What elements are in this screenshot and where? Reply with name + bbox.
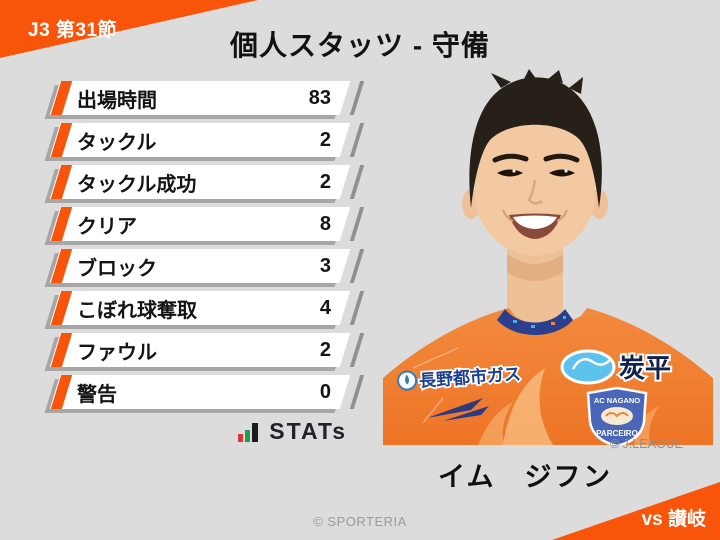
site-credit: © SPORTERIA xyxy=(313,514,407,529)
stat-row: こぼれ球奪取 4 xyxy=(49,291,365,325)
round-label: J3 第31節 xyxy=(28,20,118,41)
svg-text:PARCEIRO: PARCEIRO xyxy=(596,429,638,438)
svg-text:AC NAGANO: AC NAGANO xyxy=(594,396,640,405)
slash-accent xyxy=(349,375,365,409)
stat-label: タックル成功 xyxy=(77,173,197,196)
slash-accent xyxy=(349,165,365,199)
stat-value: 83 xyxy=(308,86,331,109)
stat-row: タックル 2 xyxy=(49,123,365,157)
stat-label: こぼれ球奪取 xyxy=(77,299,197,322)
stat-row: 出場時間 83 xyxy=(49,81,365,115)
slash-accent xyxy=(349,123,365,157)
stat-label: クリア xyxy=(77,215,137,238)
stats-logo-text: STATs xyxy=(269,418,347,444)
svg-text:炭平: 炭平 xyxy=(619,353,671,383)
player-face xyxy=(462,69,608,256)
stats-logo: STATs xyxy=(55,420,347,443)
stat-value: 2 xyxy=(319,338,331,361)
stat-label: ブロック xyxy=(77,257,157,280)
collar xyxy=(497,309,573,335)
stat-value: 3 xyxy=(319,254,331,277)
slash-accent xyxy=(349,249,365,283)
stats-list: 出場時間 83 タックル 2 タックル成功 2 クリア 8 ブロック 3 こぼれ球奪取 4 xyxy=(49,81,365,417)
bar-chart-icon xyxy=(238,423,259,442)
stat-value: 4 xyxy=(319,296,331,319)
photo-credit: © J.LEAGUE xyxy=(609,437,683,451)
slash-accent xyxy=(349,333,365,367)
stat-label: ファウル xyxy=(77,341,157,364)
sponsor-right-logo: 炭平 xyxy=(560,349,673,385)
stat-label: タックル xyxy=(77,131,157,154)
stat-value: 2 xyxy=(319,128,331,151)
stat-value: 8 xyxy=(319,212,331,235)
slash-accent xyxy=(349,207,365,241)
slash-accent xyxy=(349,291,365,325)
page-title: 個人スタッツ - 守備 xyxy=(230,30,490,61)
stat-value: 0 xyxy=(319,380,331,403)
club-crest: AC NAGANO PARCEIRO xyxy=(586,386,648,445)
stat-label: 出場時間 xyxy=(77,89,157,112)
stat-value: 2 xyxy=(319,170,331,193)
stat-row: タックル成功 2 xyxy=(49,165,365,199)
stat-row: ファウル 2 xyxy=(49,333,365,367)
stat-row: クリア 8 xyxy=(49,207,365,241)
player-photo: 長野都市ガス 炭平 AC NAGANO PARCEIRO xyxy=(383,69,713,445)
player-name: イム ジフン xyxy=(438,462,612,492)
slash-accent xyxy=(349,81,365,115)
stat-row: ブロック 3 xyxy=(49,249,365,283)
opponent-label: vs 讃岐 xyxy=(641,509,706,530)
stat-row: 警告 0 xyxy=(49,375,365,409)
stat-label: 警告 xyxy=(77,383,117,406)
